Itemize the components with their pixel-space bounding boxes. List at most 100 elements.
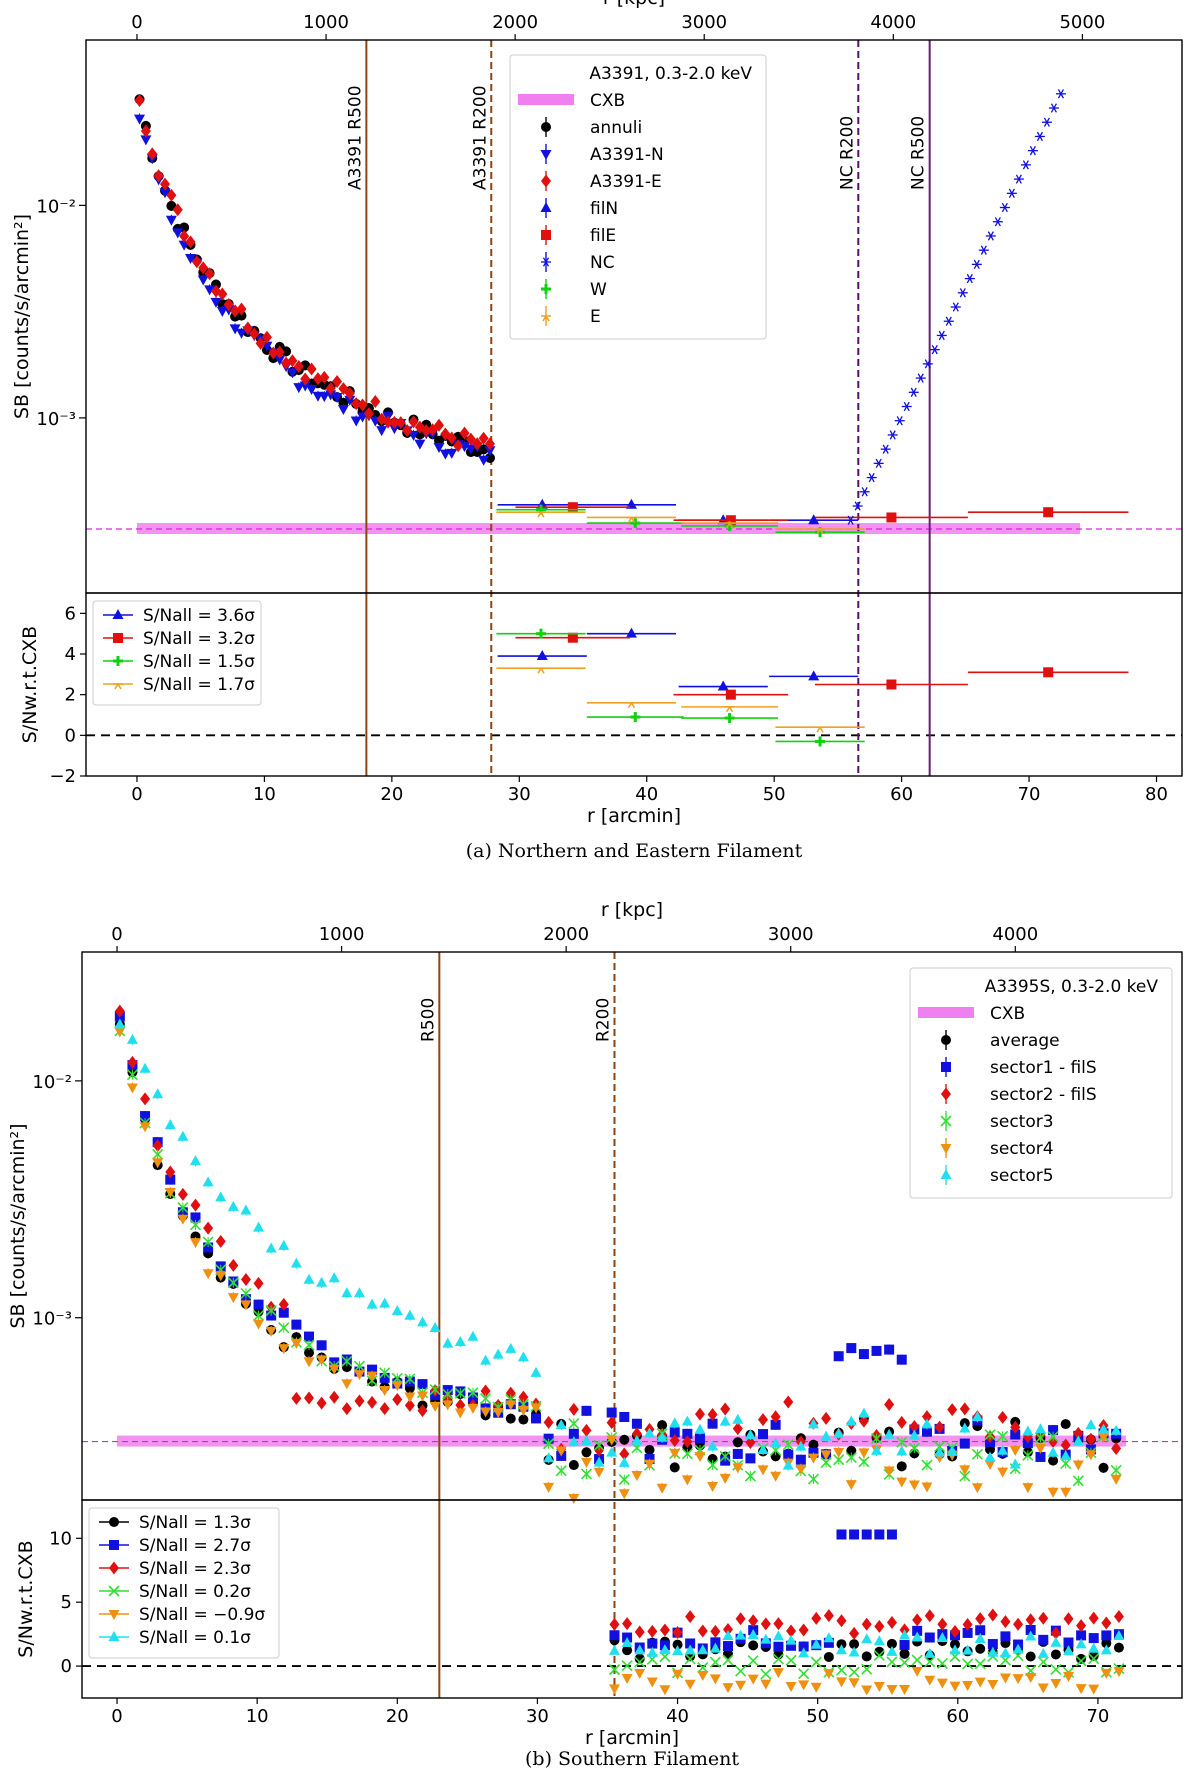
data-point xyxy=(833,1427,845,1438)
marker-stroke xyxy=(936,1657,948,1669)
data-point xyxy=(971,259,982,270)
data-point xyxy=(959,1470,971,1482)
data-point xyxy=(568,1460,579,1471)
data-point xyxy=(934,1420,945,1434)
data-point xyxy=(379,1386,391,1397)
legend-label: sector4 xyxy=(990,1139,1054,1159)
data-point xyxy=(429,1321,441,1332)
series-filE xyxy=(515,502,1129,700)
sn-point xyxy=(1076,1619,1087,1633)
marker-stroke xyxy=(542,315,547,322)
data-point xyxy=(593,1467,605,1478)
data-point xyxy=(126,1033,138,1044)
legend-marker xyxy=(541,230,551,240)
sn-point xyxy=(735,1680,747,1691)
data-point xyxy=(300,372,311,386)
sn-point xyxy=(949,1639,960,1650)
data-point xyxy=(732,1437,743,1448)
marker-stroke xyxy=(873,1649,885,1662)
series-NC xyxy=(845,89,1066,525)
data-point xyxy=(227,1277,239,1289)
marker-stroke xyxy=(707,1459,719,1471)
data-point xyxy=(153,169,164,183)
data-point xyxy=(858,1414,869,1428)
marker-stroke xyxy=(684,1653,696,1665)
sn-legend-label: S/Nall = 3.2σ xyxy=(143,629,255,649)
marker-stroke xyxy=(833,1454,845,1466)
data-point xyxy=(353,1360,366,1372)
sn-point xyxy=(1088,1611,1099,1625)
legend-marker xyxy=(540,150,552,160)
sn-point xyxy=(1000,1631,1011,1642)
data-point xyxy=(165,215,177,226)
data-point xyxy=(921,1418,933,1429)
data-point xyxy=(303,1273,315,1284)
sn-legend-label: S/Nall = −0.9σ xyxy=(139,1605,265,1625)
data-point xyxy=(472,437,483,451)
data-point xyxy=(530,1403,542,1414)
sn-point xyxy=(724,706,735,713)
data-point xyxy=(505,1342,517,1353)
sn-series-sector2---filS xyxy=(609,1608,1124,1640)
data-point xyxy=(908,1480,920,1491)
sn-point xyxy=(1043,667,1054,678)
data-point xyxy=(332,374,343,388)
data-point xyxy=(417,1404,428,1418)
data-point xyxy=(725,515,736,526)
data-point xyxy=(681,1475,693,1486)
data-point xyxy=(1098,1423,1110,1434)
data-point xyxy=(278,1239,290,1250)
data-point xyxy=(316,1355,328,1366)
data-point xyxy=(669,1448,681,1459)
data-point xyxy=(915,373,926,383)
legend-label: W xyxy=(590,280,607,300)
data-point xyxy=(316,1396,327,1410)
sn-point xyxy=(1050,1636,1062,1647)
data-point xyxy=(757,1444,769,1455)
data-point xyxy=(901,401,912,412)
marker-stroke xyxy=(240,1287,252,1299)
data-point xyxy=(341,1402,352,1416)
sn-point xyxy=(1063,1637,1074,1648)
marker-stroke xyxy=(618,1473,630,1486)
data-point xyxy=(126,1069,139,1081)
data-point xyxy=(134,114,146,125)
data-point xyxy=(618,1489,630,1500)
sn-point xyxy=(836,1614,847,1628)
marker-stroke xyxy=(542,257,550,267)
sn-point xyxy=(912,1613,923,1627)
data-point xyxy=(1060,1487,1072,1498)
x-top-tick-label: 0 xyxy=(131,12,142,33)
data-point xyxy=(625,498,637,509)
data-point xyxy=(887,430,898,440)
sn-point xyxy=(709,1674,721,1685)
data-point xyxy=(934,1446,946,1457)
data-point xyxy=(281,346,292,357)
sn-point xyxy=(646,1646,658,1657)
data-point xyxy=(719,1450,731,1462)
sn-point xyxy=(685,1610,696,1624)
data-point xyxy=(871,1345,882,1356)
marker-stroke xyxy=(1072,1475,1084,1487)
sn-point xyxy=(808,670,820,681)
sn-legend-label: S/Nall = 2.3σ xyxy=(139,1559,251,1579)
data-point xyxy=(694,1407,705,1421)
marker-stroke xyxy=(997,1430,1009,1442)
sn-legend-marker xyxy=(112,609,124,619)
data-point xyxy=(1009,1445,1021,1456)
data-point xyxy=(808,514,820,525)
marker-stroke xyxy=(114,683,119,690)
sn-point xyxy=(810,1638,822,1649)
data-point xyxy=(140,1092,151,1106)
marker-stroke xyxy=(819,726,824,733)
sn-legend-label: S/Nall = 1.3σ xyxy=(139,1513,251,1533)
sn-point xyxy=(608,1644,620,1655)
data-point xyxy=(446,431,457,445)
data-point xyxy=(567,502,578,513)
sn-point xyxy=(735,1665,747,1677)
sn-point xyxy=(861,1617,872,1631)
data-point xyxy=(669,1417,681,1428)
data-point xyxy=(164,1119,176,1130)
data-point xyxy=(820,1430,832,1441)
sn-point xyxy=(684,1644,696,1655)
